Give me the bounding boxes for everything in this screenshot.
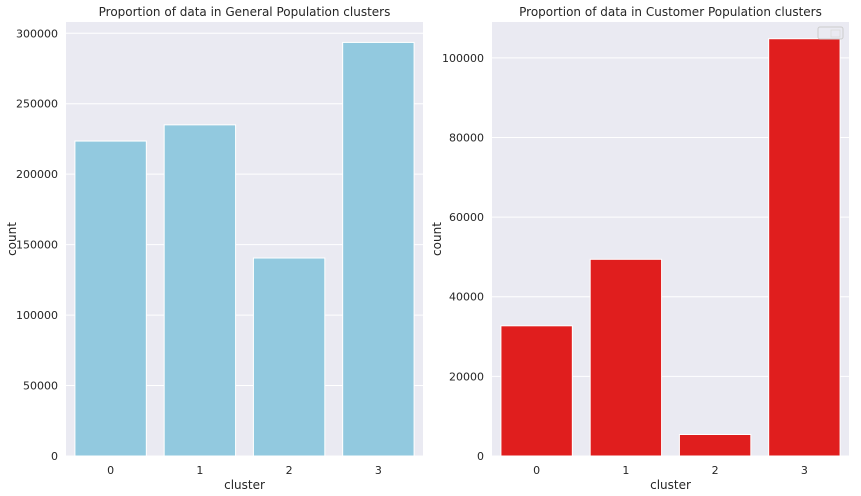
- bars-general: [74, 41, 415, 457]
- x-ticks-customer: 0 1 2 3: [533, 464, 808, 477]
- x-tick-label: 3: [801, 464, 808, 477]
- y-tick-label: 80000: [449, 131, 484, 144]
- x-tick-label: 0: [533, 464, 540, 477]
- y-tick-label: 100000: [16, 309, 58, 322]
- chart-title-customer: Proportion of data in Customer Populatio…: [519, 5, 822, 19]
- y-tick-label: 20000: [449, 370, 484, 383]
- x-tick-label: 1: [196, 464, 203, 477]
- chart-title-general: Proportion of data in General Population…: [99, 5, 391, 19]
- y-tick-label: 60000: [449, 211, 484, 224]
- y-tick-label: 300000: [16, 27, 58, 40]
- y-tick-label: 40000: [449, 291, 484, 304]
- y-tick-label: 50000: [23, 380, 58, 393]
- x-axis-label-customer: cluster: [650, 478, 691, 492]
- y-ticks-general: 0 50000 100000 150000 200000 250000 300000: [16, 27, 58, 463]
- x-tick-label: 2: [286, 464, 293, 477]
- x-tick-label: 0: [107, 464, 114, 477]
- x-tick-label: 2: [712, 464, 719, 477]
- bar-cluster-3: [342, 41, 415, 457]
- bar-cluster-0: [74, 140, 147, 457]
- y-tick-label: 200000: [16, 168, 58, 181]
- bar-cluster-3: [768, 38, 841, 457]
- bar-cluster-0: [500, 325, 573, 457]
- bar-cluster-2: [678, 433, 752, 457]
- y-tick-label: 150000: [16, 239, 58, 252]
- legend-handle: [830, 29, 841, 38]
- y-axis-label-general: count: [5, 222, 19, 256]
- chart-customer-population: 0 20000 40000 60000 80000 100000 0 1 2 3 Proport…: [430, 5, 849, 492]
- x-axis-label-general: cluster: [224, 478, 265, 492]
- bar-cluster-1: [589, 258, 663, 457]
- bar-cluster-2: [252, 257, 326, 457]
- x-ticks-general: 0 1 2 3: [107, 464, 382, 477]
- bars-customer: [500, 38, 841, 457]
- y-axis-label-customer: count: [430, 222, 444, 256]
- x-tick-label: 3: [375, 464, 382, 477]
- y-tick-label: 100000: [442, 52, 484, 65]
- y-tick-label: 0: [51, 450, 58, 463]
- x-tick-label: 1: [622, 464, 629, 477]
- y-ticks-customer: 0 20000 40000 60000 80000 100000: [442, 52, 484, 463]
- y-tick-label: 0: [477, 450, 484, 463]
- y-tick-label: 250000: [16, 98, 58, 111]
- bar-cluster-1: [163, 124, 237, 457]
- chart-general-population: 0 50000 100000 150000 200000 250000 300000 0 1 2…: [5, 5, 423, 492]
